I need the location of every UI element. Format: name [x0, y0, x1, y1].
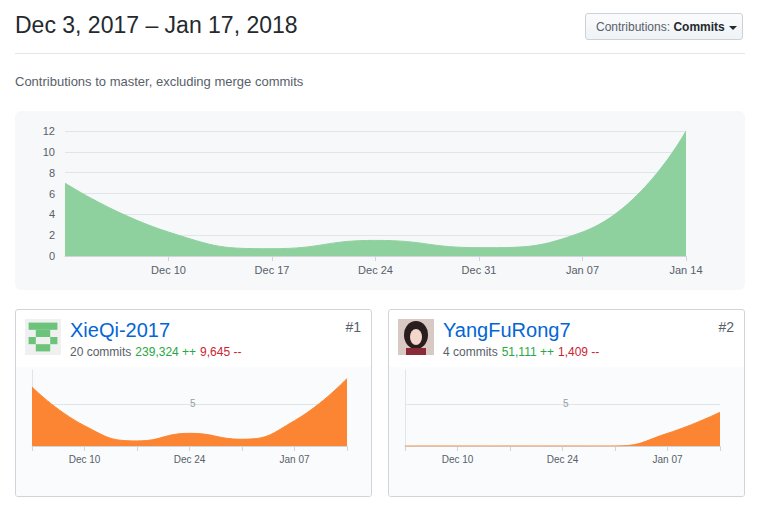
- svg-text:Jan 07: Jan 07: [566, 264, 599, 276]
- svg-text:Dec 24: Dec 24: [174, 454, 206, 465]
- html-text:#2: #2: [718, 319, 734, 335]
- svg-text:12: 12: [43, 125, 55, 137]
- html-text:#1: #1: [345, 319, 361, 335]
- svg-text:8: 8: [49, 167, 55, 179]
- html-text:XieQi-2017: XieQi-2017: [70, 319, 171, 341]
- svg-text:5: 5: [190, 398, 196, 409]
- html-text:4 commits 51,111 ++ 1,409 --: 4 commits 51,111 ++ 1,409 --: [443, 345, 600, 359]
- svg-text:10: 10: [43, 146, 55, 158]
- svg-text:4: 4: [49, 208, 55, 220]
- svg-text:Dec 10: Dec 10: [151, 264, 186, 276]
- svg-text:Jan 14: Jan 14: [669, 264, 702, 276]
- svg-text:Jan 07: Jan 07: [279, 454, 309, 465]
- svg-text:5: 5: [563, 398, 569, 409]
- svg-text:Jan 07: Jan 07: [652, 454, 682, 465]
- svg-text:Dec 24: Dec 24: [547, 454, 579, 465]
- svg-text:Dec 10: Dec 10: [442, 454, 474, 465]
- html-text:20 commits 239,324 ++ 9,645 --: 20 commits 239,324 ++ 9,645 --: [70, 345, 242, 359]
- svg-text:Dec 31: Dec 31: [462, 264, 497, 276]
- svg-text:6: 6: [49, 188, 55, 200]
- html-text:Contributions: Commits: Contributions: Commits: [596, 20, 725, 34]
- svg-text:0: 0: [49, 250, 55, 262]
- html-text:Contributions to master, exclu: Contributions to master, excluding merge…: [15, 74, 304, 89]
- svg-text:Dec 10: Dec 10: [69, 454, 101, 465]
- svg-text:Dec 17: Dec 17: [255, 264, 290, 276]
- html-text:Dec 3, 2017 – Jan 17, 2018: Dec 3, 2017 – Jan 17, 2018: [15, 12, 298, 38]
- svg-text:Dec 24: Dec 24: [358, 264, 393, 276]
- svg-text:2: 2: [49, 229, 55, 241]
- html-text:YangFuRong7: YangFuRong7: [443, 319, 571, 341]
